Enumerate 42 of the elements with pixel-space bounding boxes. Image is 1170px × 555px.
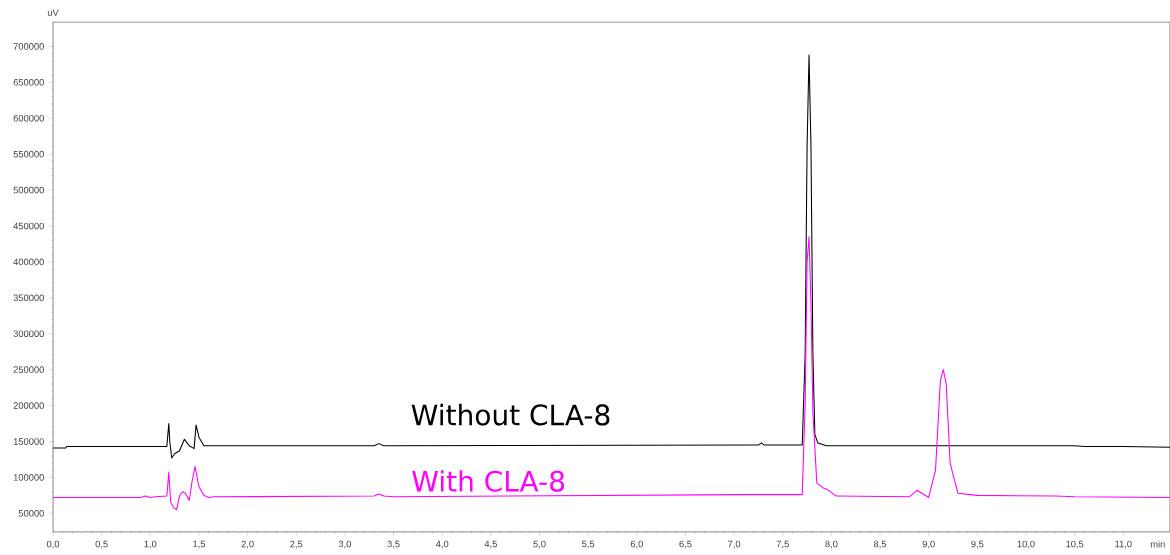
y-tick-label: 50000 bbox=[18, 510, 44, 517]
x-tick-label: 7,5 bbox=[776, 540, 789, 549]
x-tick-label: 3,5 bbox=[387, 540, 400, 549]
x-tick-label: 6,0 bbox=[630, 540, 643, 549]
y-tick-label: 250000 bbox=[13, 366, 44, 373]
x-tick-label: 1,0 bbox=[144, 540, 157, 549]
x-tick-label: 10,0 bbox=[1017, 540, 1035, 549]
y-axis-title: uV bbox=[47, 9, 59, 16]
x-tick-label: 11,0 bbox=[1115, 540, 1132, 549]
y-tick-label: 200000 bbox=[13, 402, 44, 409]
x-tick-label: 0,0 bbox=[46, 540, 60, 549]
y-tick-label: 600000 bbox=[13, 114, 44, 122]
x-tick-label: 9,0 bbox=[922, 540, 935, 549]
x-tick-label: 8,5 bbox=[873, 540, 887, 549]
x-tick-label: 4,5 bbox=[484, 540, 497, 549]
y-tick-label: 700000 bbox=[13, 43, 44, 50]
x-tick-label: 2,5 bbox=[290, 540, 303, 549]
y-tick-label: 500000 bbox=[13, 186, 44, 194]
series-label: Without CLA-8 bbox=[411, 403, 610, 426]
x-axis-title: min bbox=[1150, 540, 1165, 548]
y-tick-label: 350000 bbox=[13, 294, 44, 302]
x-tick-label: 4,0 bbox=[435, 540, 449, 549]
x-tick-label: 9,5 bbox=[971, 540, 984, 549]
y-tick-label: 150000 bbox=[13, 438, 44, 445]
x-tick-label: 5,0 bbox=[533, 540, 546, 549]
x-tick-label: 2,0 bbox=[241, 540, 254, 549]
line-series bbox=[52, 236, 1170, 511]
x-tick-label: 8,0 bbox=[825, 540, 838, 549]
y-tick-label: 550000 bbox=[13, 150, 44, 158]
x-tick-label: 5,5 bbox=[582, 540, 595, 549]
x-tick-label: 1,5 bbox=[193, 540, 206, 549]
y-tick-label: 450000 bbox=[13, 222, 44, 230]
series-label: With CLA-8 bbox=[412, 470, 565, 492]
x-tick-label: 6,5 bbox=[679, 540, 692, 549]
y-tick-label: 300000 bbox=[13, 330, 44, 338]
y-tick-label: 650000 bbox=[13, 79, 44, 86]
x-tick-label: 10,5 bbox=[1066, 540, 1084, 549]
y-tick-label: 100000 bbox=[13, 474, 44, 481]
y-tick-label: 400000 bbox=[13, 258, 44, 266]
x-tick-label: 0,5 bbox=[95, 540, 108, 549]
x-tick-label: 7,0 bbox=[728, 540, 741, 549]
x-tick-label: 3,0 bbox=[338, 540, 352, 549]
